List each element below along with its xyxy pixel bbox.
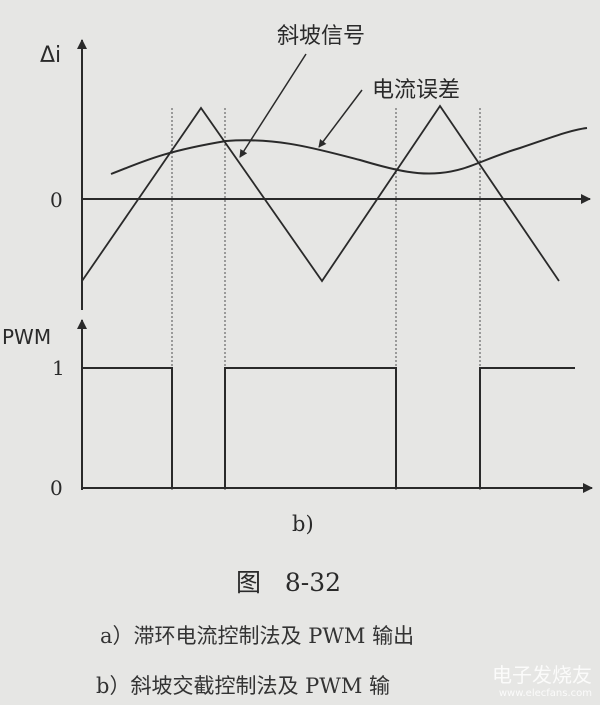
ramp-signal — [81, 104, 560, 283]
error-label-arrow — [318, 89, 363, 148]
watermark: 电子发烧友 www.elecfans.com — [492, 659, 592, 699]
pwm-axis-label: PWM — [2, 325, 52, 349]
intersection-guides — [171, 108, 481, 490]
pwm-low-label: 0 — [50, 476, 63, 500]
caption-b: b）斜坡交截控制法及 PWM 输 — [96, 674, 391, 698]
subfigure-label: b) — [292, 512, 314, 536]
figure-number: 图 8-32 — [236, 568, 342, 597]
delta-i-label: Δi — [40, 43, 62, 68]
current-error-curve — [110, 127, 588, 175]
ramp-label-arrow — [239, 53, 307, 158]
caption-a: a）滞环电流控制法及 PWM 输出 — [100, 624, 415, 648]
pwm-high-label: 1 — [52, 356, 65, 380]
current-error-label: 电流误差 — [372, 78, 461, 103]
top-zero-label: 0 — [50, 188, 63, 212]
pwm-waveform — [82, 367, 575, 489]
watermark-logo-text: 电子发烧友 — [492, 663, 592, 687]
watermark-url: www.elecfans.com — [498, 688, 592, 699]
ramp-signal-label: 斜坡信号 — [277, 24, 366, 49]
